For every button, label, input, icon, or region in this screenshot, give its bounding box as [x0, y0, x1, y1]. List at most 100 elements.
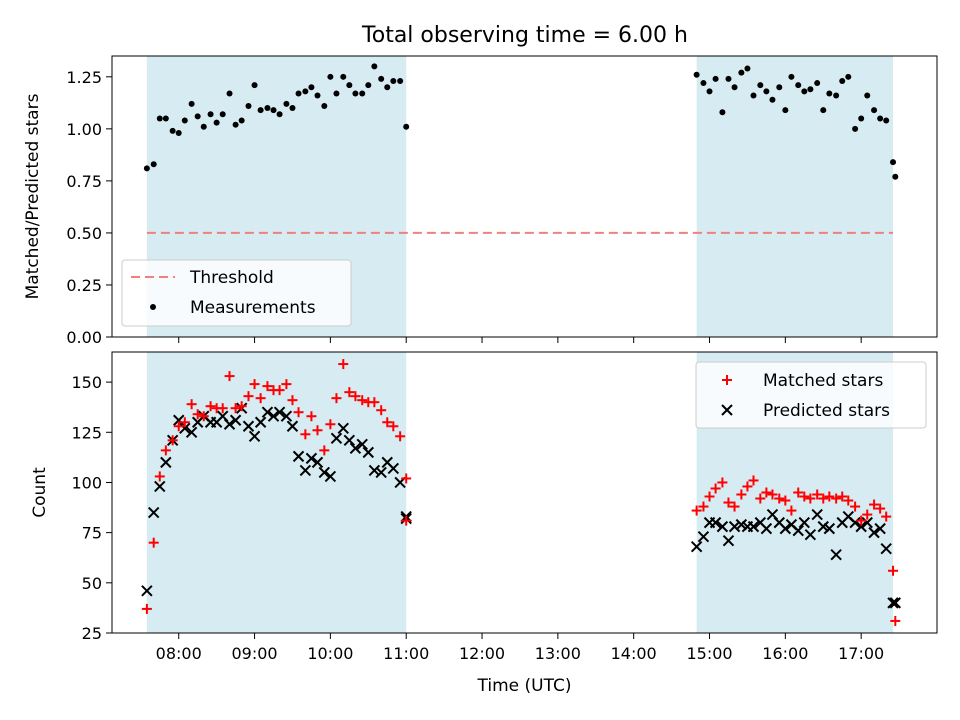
predicted-star-point: [855, 520, 867, 533]
y-tick-label: 1.25: [66, 68, 102, 87]
measurement-point: [264, 105, 271, 112]
measurement-point: [750, 92, 757, 99]
measurement-point: [327, 73, 334, 80]
predicted-star-point: [147, 506, 160, 519]
measurement-point: [852, 125, 859, 132]
predicted-star-point: [141, 585, 153, 597]
matched-star-point: [198, 411, 209, 422]
matched-star-point: [388, 421, 399, 432]
predicted-star-point: [861, 516, 873, 529]
matched-star-point: [818, 493, 829, 504]
y-tick-label: 100: [71, 473, 102, 492]
measurement-point: [150, 161, 157, 168]
predicted-star-point: [324, 470, 337, 483]
measurement-point: [238, 117, 245, 124]
y-tick-label: 0.00: [66, 328, 102, 347]
matched-star-point: [369, 397, 380, 408]
top-legend: Threshold Measurements: [121, 259, 352, 327]
measurement-point: [706, 88, 713, 95]
predicted-star-point: [299, 464, 312, 477]
predicted-star-point: [362, 446, 375, 459]
legend-box: [695, 361, 927, 429]
x-axis-label: Time (UTC): [477, 676, 572, 696]
legend-predicted-label: Predicted stars: [763, 401, 890, 421]
matched-star-point: [736, 489, 747, 500]
y-tick-label: 0.50: [66, 224, 102, 243]
predicted-star-point: [273, 406, 286, 418]
measurement-point: [712, 75, 719, 82]
measurement-point: [877, 115, 884, 122]
predicted-star-point: [330, 432, 343, 445]
matched-star-point: [786, 505, 797, 516]
measurement-point: [384, 84, 391, 91]
matched-star-point: [300, 429, 311, 440]
predicted-star-point: [760, 522, 773, 535]
predicted-star-point: [697, 530, 710, 543]
y-tick-label: 75: [82, 524, 102, 543]
x-tick-label: 17:00: [838, 644, 884, 663]
matched-star-point: [287, 395, 298, 406]
predicted-star-point: [849, 516, 861, 529]
measurement-point: [226, 90, 233, 97]
measurement-point: [719, 109, 726, 116]
matched-star-point: [148, 537, 159, 548]
bottom-panel: 25 50 75 100 125 150 08:00 09:00 10:00 11:00 12:00…: [30, 351, 938, 696]
predicted-star-point: [830, 549, 842, 561]
matched-star-point: [401, 515, 412, 526]
predicted-star-point: [709, 516, 722, 529]
predicted-star-point: [690, 540, 703, 553]
measurement-point: [738, 69, 745, 76]
measurement-point: [776, 84, 783, 91]
matched-star-point: [179, 417, 190, 428]
measurement-point: [352, 90, 359, 97]
predicted-star-point: [368, 464, 381, 477]
matched-star-point: [243, 391, 254, 402]
measurement-point: [833, 92, 840, 99]
matched-star-point: [319, 445, 330, 456]
matched-star-point: [837, 491, 848, 502]
matched-star-point: [767, 489, 778, 500]
shaded-span-2: [696, 56, 894, 337]
predicted-star-point: [889, 597, 902, 609]
measurement-point: [162, 115, 169, 122]
measurement-point: [289, 105, 296, 112]
predicted-star-point: [311, 456, 324, 469]
measurement-point: [245, 102, 252, 109]
measurement-point: [795, 82, 802, 89]
x-tick-label: 16:00: [762, 644, 808, 663]
measurement-point: [864, 92, 871, 99]
matched-star-point: [843, 495, 854, 506]
measurement-point: [378, 75, 385, 82]
measurement-point: [270, 107, 277, 114]
matched-star-point: [217, 403, 228, 414]
measurement-point: [365, 82, 372, 89]
measurement-point: [731, 84, 738, 91]
matched-star-point: [376, 405, 387, 416]
bottom-axes: 25 50 75 100 125 150 08:00 09:00 10:00 11:00 12:00…: [71, 373, 884, 663]
predicted-star-point: [242, 420, 255, 432]
matched-star-point: [824, 491, 835, 502]
matched-star-point: [344, 387, 355, 398]
matched-star-point: [704, 491, 715, 502]
measurement-point: [359, 90, 366, 97]
measurement-point: [200, 123, 207, 130]
matched-star-point: [793, 487, 804, 498]
matched-star-point: [401, 473, 412, 484]
predicted-star-point: [375, 466, 387, 479]
predicted-star-point: [179, 422, 191, 434]
matched-star-point: [799, 491, 810, 502]
measurement-point: [763, 88, 770, 95]
predicted-star-point: [874, 522, 886, 535]
y-tick-label: 25: [82, 624, 102, 643]
matched-star-point: [224, 371, 235, 382]
measurement-point: [890, 159, 897, 166]
top-axes: 0.00 0.25 0.50 0.75 1.00 1.25: [66, 68, 862, 347]
measurement-point: [883, 117, 890, 124]
matched-star-point: [742, 481, 753, 492]
predicted-star-point: [722, 534, 735, 547]
bottom-axes-frame: [111, 351, 938, 634]
predicted-star-point: [356, 438, 368, 451]
x-tick-label: 13:00: [535, 644, 581, 663]
matched-star-point: [395, 431, 406, 442]
